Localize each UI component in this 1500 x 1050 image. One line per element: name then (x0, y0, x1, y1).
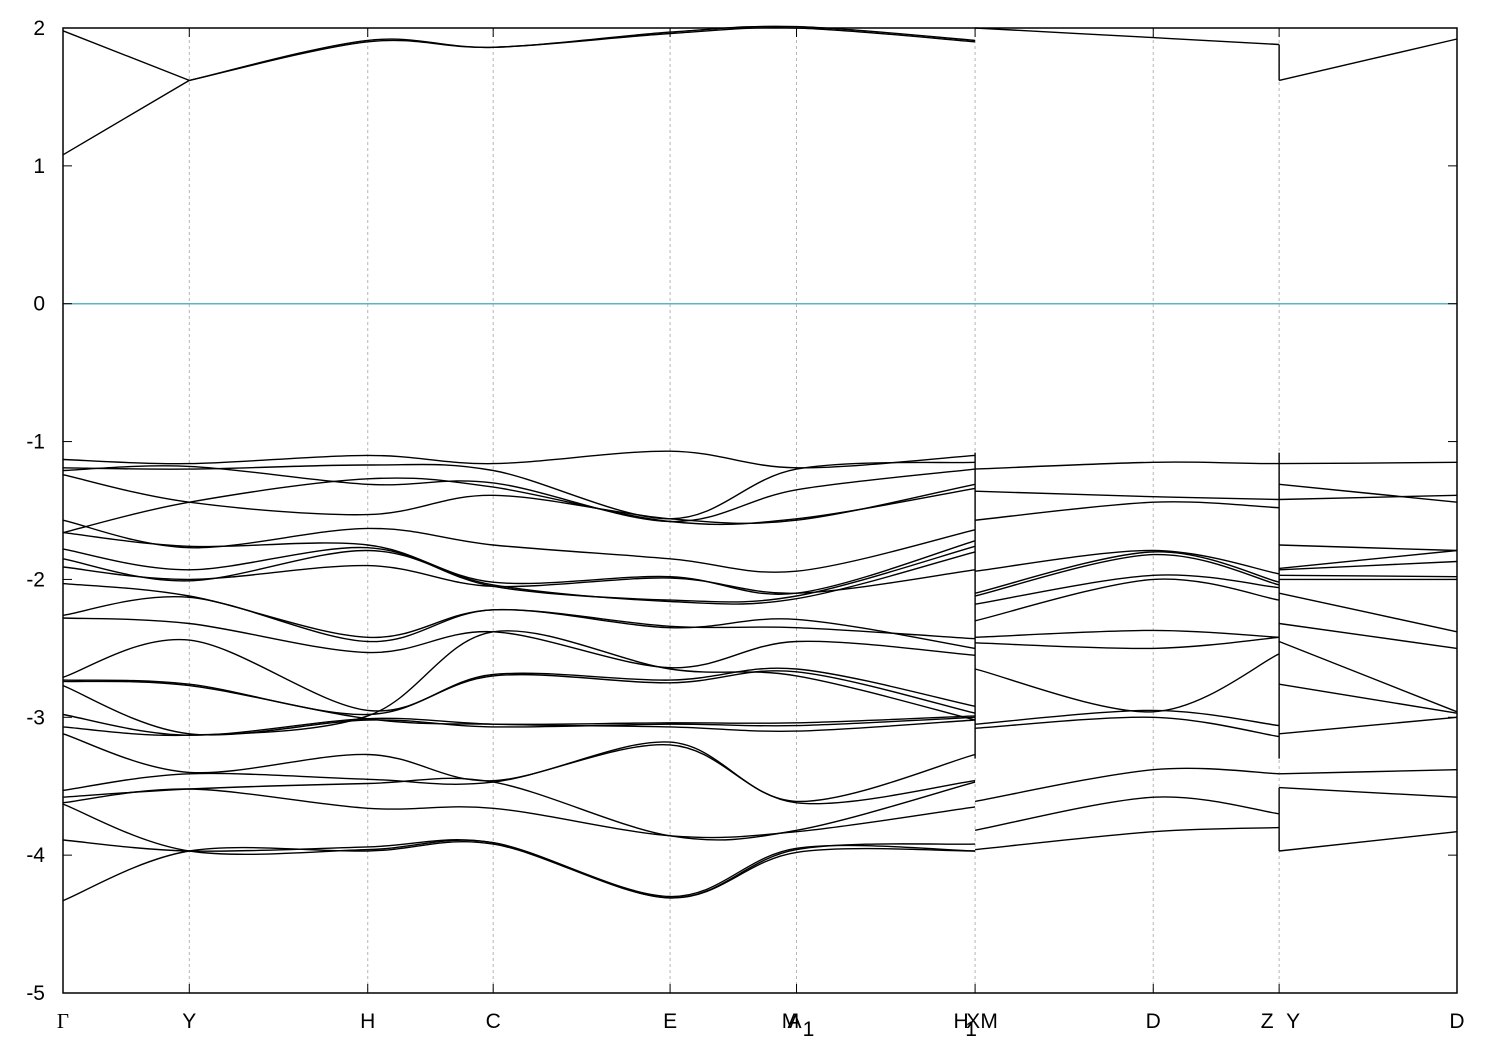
band-14-segment-0 (62, 617, 976, 669)
band-23-segment-1 (975, 826, 1280, 851)
band-22-segment-2 (1279, 786, 1458, 798)
band-13-segment-1 (975, 636, 1280, 650)
band-21-segment-0 (62, 733, 976, 803)
y-tick-label: 1 (33, 155, 45, 178)
x-tick-label: Γ (57, 1009, 69, 1033)
band-22-segment-0 (62, 744, 976, 805)
band-7-segment-2 (1279, 544, 1458, 552)
band-18-segment-0 (62, 684, 976, 736)
x-tick-label: Z (1261, 1010, 1274, 1033)
band-5-segment-0 (62, 474, 976, 525)
band-22-segment-1 (974, 796, 1280, 831)
y-tick-label: 2 (33, 17, 45, 40)
band-10-segment-2 (1279, 574, 1458, 578)
band-13-segment-0 (62, 595, 976, 650)
band-4-segment-0 (62, 465, 976, 523)
axis-ticks (62, 27, 1458, 994)
y-tick-labels: 2 1 0 -1 -2 -3 -4 -5 (26, 17, 45, 1005)
band-10-segment-1 (974, 574, 1280, 605)
band-15-segment-2 (1278, 683, 1458, 714)
band-8-segment-0 (62, 531, 976, 595)
band-7-segment-0 (62, 519, 976, 573)
y-tick-label: -5 (26, 982, 45, 1005)
x-tick-label: 1 (965, 1018, 977, 1041)
y-tick-label: -4 (26, 844, 45, 867)
band-14-segment-2 (1278, 640, 1458, 713)
y-tick-label: -3 (26, 706, 45, 729)
band-12-segment-0 (62, 582, 976, 640)
band-21-segment-2 (1279, 769, 1458, 775)
x-tick-labels: Γ Y H C E MA 1 H1X M D Z Y D (57, 1009, 1465, 1041)
x-tick-label: 1 (803, 1018, 815, 1041)
band-21-segment-1 (974, 767, 1280, 803)
band-2-segment-1 (975, 461, 1458, 470)
band-2-segment-0 (62, 450, 976, 469)
band-16-segment-2 (1279, 716, 1458, 735)
band-5-segment-2 (1279, 483, 1458, 503)
x-tick-label: D (1146, 1010, 1161, 1033)
band-11-segment-1 (974, 578, 1280, 622)
band-11-segment-0 (62, 564, 976, 594)
band-16-segment-0 (62, 670, 976, 716)
x-tick-label: X (966, 1010, 980, 1033)
y-tick-label: -1 (26, 431, 45, 454)
band-15-segment-1 (975, 709, 1280, 727)
band-23-segment-0 (62, 777, 976, 841)
band-4-segment-2 (1279, 494, 1458, 501)
y-tick-label: -2 (26, 568, 45, 591)
band-12-segment-2 (1278, 592, 1458, 633)
band-8-segment-1 (974, 551, 1280, 594)
band-23-segment-2 (1279, 831, 1458, 852)
band-1-segment-0 (62, 79, 190, 156)
grid-lines (188, 28, 1280, 993)
x-tick-label: H (360, 1010, 375, 1033)
x-tick-label: M (980, 1010, 998, 1033)
plot-frame (62, 27, 1458, 994)
band-24-segment-0 (62, 788, 976, 839)
band-20-segment-0 (62, 630, 976, 737)
band-9-segment-1 (974, 553, 1280, 597)
y-tick-label: 0 (33, 293, 45, 316)
x-tick-label: A (788, 1010, 802, 1033)
band-lines (62, 25, 1458, 902)
band-27-segment-0 (62, 841, 976, 902)
band-26-segment-0 (62, 839, 976, 898)
band-7-segment-1 (975, 549, 1280, 575)
band-8-segment-2 (1279, 549, 1458, 570)
band-14-segment-1 (974, 653, 1280, 713)
band-3-segment-0 (62, 461, 976, 520)
band-0-segment-1 (189, 26, 976, 82)
x-tick-label: M (782, 1010, 800, 1033)
band-6-segment-0 (62, 477, 976, 534)
x-tick-label: H (954, 1010, 969, 1033)
x-tick-label: Y (182, 1010, 196, 1033)
band-19-segment-0 (62, 713, 976, 736)
x-tick-label: D (1449, 1010, 1464, 1033)
x-tick-label: E (663, 1010, 677, 1033)
band-0-segment-3 (1278, 38, 1458, 82)
x-tick-label: C (486, 1010, 501, 1033)
band-16-segment-1 (975, 716, 1280, 738)
band-0-segment-0 (62, 30, 190, 82)
band-9-segment-0 (62, 545, 976, 603)
band-4-segment-1 (975, 490, 1280, 501)
x-tick-label: Y (1286, 1010, 1300, 1033)
band-17-segment-0 (62, 680, 976, 726)
band-10-segment-0 (62, 549, 976, 605)
band-5-segment-1 (975, 501, 1280, 521)
band-15-segment-0 (62, 638, 976, 712)
band-12-segment-1 (975, 629, 1280, 638)
band-13-segment-2 (1279, 622, 1458, 650)
band-0-segment-2 (975, 27, 1280, 46)
band-9-segment-2 (1279, 560, 1458, 571)
